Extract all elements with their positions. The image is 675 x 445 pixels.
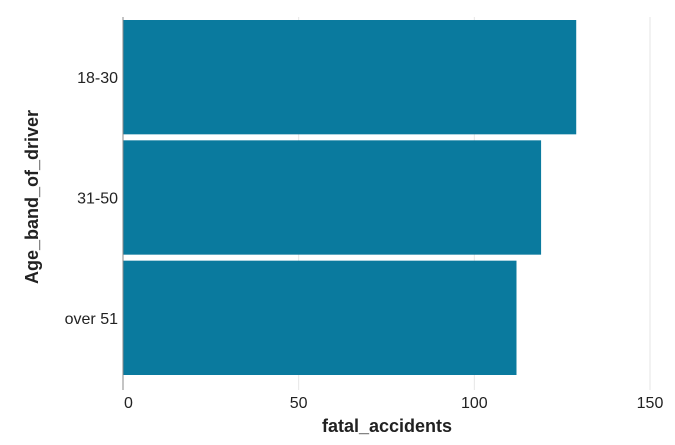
x-axis-ticks: 0 50 100 150 [124,395,663,412]
bar [123,20,577,135]
y-axis-ticks: 18-30 31-50 over 51 [65,70,118,328]
y-tick-label: over 51 [65,311,118,328]
bar [123,140,542,255]
y-tick-label: 31-50 [77,191,118,208]
x-axis-title: fatal_accidents [322,416,452,436]
bars [123,20,577,375]
bar [123,260,517,375]
y-tick-label: 18-30 [77,70,118,87]
x-tick-label: 100 [461,395,488,412]
x-tick-label: 0 [124,395,133,412]
y-axis-title: Age_band_of_driver [22,110,42,284]
x-tick-label: 50 [290,395,308,412]
x-tick-label: 150 [637,395,664,412]
